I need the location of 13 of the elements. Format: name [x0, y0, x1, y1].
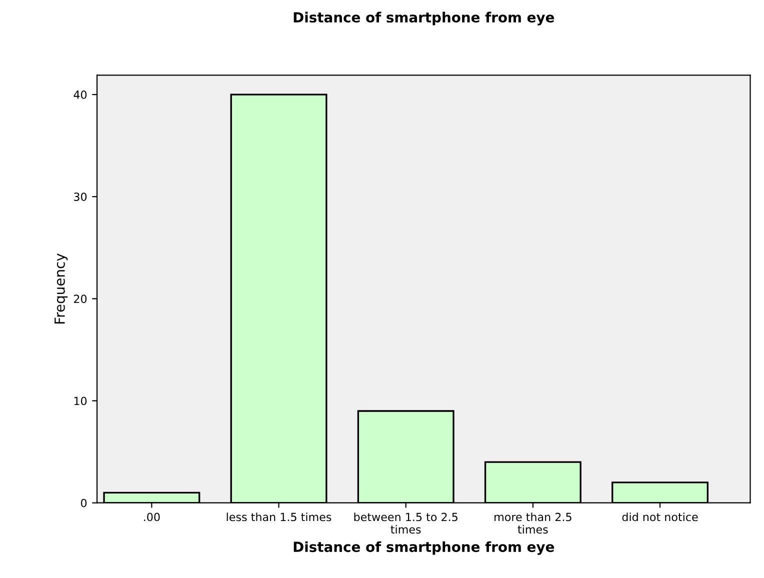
- x-tick-label: did not notice: [622, 512, 698, 522]
- x-tick-label: .00: [144, 512, 160, 522]
- x-tick-label: between 1.5 to 2.5 times: [354, 512, 458, 534]
- chart-title: Distance of smartphone from eye: [294, 12, 554, 26]
- y-tick-label: 30: [74, 192, 87, 201]
- x-tick-label: more than 2.5 times: [494, 512, 572, 534]
- y-tick-label: 40: [74, 90, 87, 99]
- x-axis-title: Distance of smartphone from eye: [294, 541, 554, 555]
- x-tick-label: less than 1.5 times: [226, 512, 332, 522]
- y-tick-label: 0: [80, 498, 87, 508]
- y-tick-label: 10: [74, 396, 87, 406]
- y-axis-title: Frequency: [54, 254, 68, 324]
- y-tick-label: 20: [74, 294, 87, 304]
